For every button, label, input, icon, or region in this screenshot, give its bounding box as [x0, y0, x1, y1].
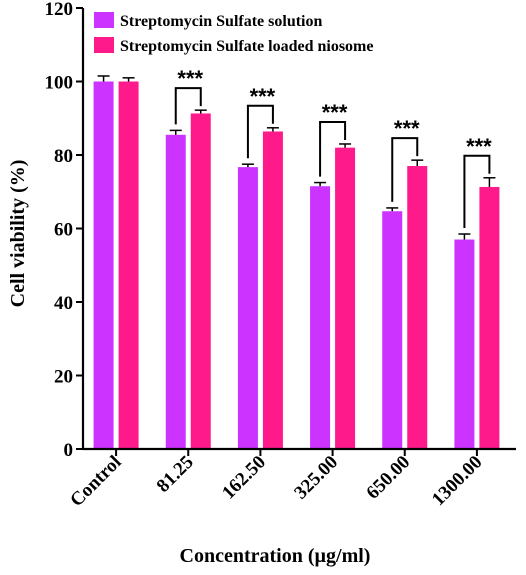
y-tick-label-80: 80 [54, 146, 73, 167]
x-tick-label-Control: Control [66, 452, 125, 511]
error-bars-layer [97, 75, 496, 240]
y-axis-label: Cell viability (%) [7, 160, 29, 308]
bar-solution-325.00 [310, 186, 331, 450]
bar-niosome-81.25 [190, 113, 211, 449]
significance-label-162.50: *** [250, 84, 276, 109]
legend: Streptomycin Sulfate solution Streptomyc… [94, 12, 373, 55]
significance-label-650.00: *** [394, 116, 420, 141]
bar-solution-162.50 [237, 167, 258, 449]
y-tick-label-20: 20 [54, 367, 73, 388]
bar-solution-Control [93, 81, 114, 449]
y-tick-label-40: 40 [54, 293, 73, 314]
bars-layer [93, 81, 500, 450]
significance-layer: *** *** *** *** *** [174, 66, 492, 229]
bar-niosome-325.00 [335, 147, 356, 449]
bar-solution-650.00 [382, 211, 403, 449]
significance-bracket-81.25 [174, 87, 202, 125]
significance-bracket-325.00 [319, 120, 347, 177]
y-tick-label-100: 100 [45, 73, 74, 94]
x-tick-label-325.00: 325.00 [290, 452, 342, 504]
y-tick-label-120: 120 [45, 0, 74, 20]
y-tick-label-60: 60 [54, 220, 73, 241]
legend-label-solution: Streptomycin Sulfate solution [120, 13, 322, 30]
axes-layer [81, 8, 516, 451]
legend-swatch-solution [94, 12, 114, 28]
significance-label-1300.00: *** [466, 134, 492, 159]
x-axis-label: Concentration (µg/ml) [180, 545, 371, 567]
significance-label-325.00: *** [322, 100, 348, 125]
x-tick-label-1300.00: 1300.00 [428, 452, 487, 511]
bar-niosome-650.00 [407, 166, 428, 449]
y-tick-label-0: 0 [64, 440, 74, 461]
legend-label-niosome: Streptomycin Sulfate loaded niosome [120, 38, 373, 55]
significance-label-81.25: *** [177, 66, 203, 91]
bar-niosome-162.50 [262, 131, 283, 450]
bar-solution-1300.00 [454, 239, 475, 449]
x-tick-label-650.00: 650.00 [362, 452, 414, 504]
bar-solution-81.25 [165, 134, 186, 449]
x-tick-label-162.50: 162.50 [218, 452, 270, 504]
significance-bracket-1300.00 [463, 154, 491, 229]
bar-niosome-Control [118, 81, 139, 449]
x-tick-label-81.25: 81.25 [153, 452, 198, 497]
significance-bracket-162.50 [246, 104, 274, 159]
bar-niosome-1300.00 [479, 186, 500, 449]
y-ticks-layer: 0 20 40 60 80 100 120 [45, 0, 83, 461]
x-ticks-layer: Control 81.25 162.50 325.00 650.00 1300.00 [66, 449, 486, 511]
legend-swatch-niosome [94, 37, 114, 53]
significance-bracket-650.00 [391, 137, 419, 202]
